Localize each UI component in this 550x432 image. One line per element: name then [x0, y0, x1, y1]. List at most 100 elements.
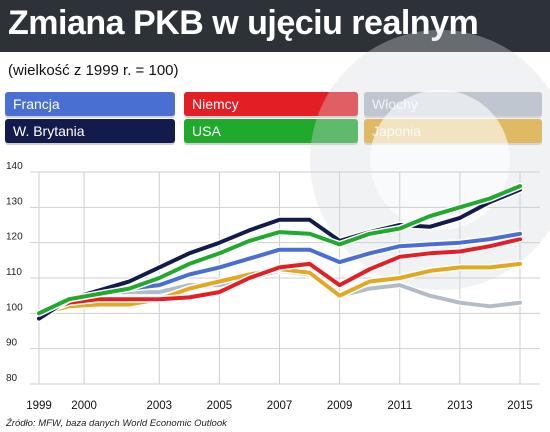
y-tick-label: 130	[6, 196, 23, 207]
data-point	[518, 184, 522, 188]
data-point	[398, 255, 402, 259]
data-point	[518, 262, 522, 266]
data-point	[187, 287, 191, 291]
data-point	[338, 283, 342, 287]
data-point	[277, 218, 282, 222]
x-tick-label: 1999	[26, 400, 52, 412]
data-point	[157, 283, 161, 287]
data-point	[217, 241, 221, 245]
data-point	[37, 317, 41, 321]
data-point	[247, 256, 252, 261]
data-point	[488, 304, 492, 308]
chart-subtitle: (wielkość z 1999 r. = 100)	[8, 62, 179, 79]
data-point	[127, 297, 131, 301]
data-point	[217, 251, 221, 255]
data-point	[368, 251, 372, 255]
data-point	[187, 251, 191, 255]
data-point	[217, 279, 221, 284]
data-point	[127, 279, 131, 284]
data-point	[307, 248, 312, 252]
data-point	[307, 232, 312, 236]
data-point	[307, 262, 312, 266]
data-point	[338, 294, 342, 298]
x-tick-label: 2000	[71, 400, 97, 412]
data-point	[157, 276, 161, 280]
data-point	[157, 265, 161, 269]
x-tick-label: 2003	[146, 400, 172, 412]
data-point	[127, 287, 131, 291]
data-point	[398, 276, 402, 280]
data-point	[398, 283, 402, 287]
data-point	[127, 302, 131, 307]
data-point	[368, 287, 372, 291]
title-bar: Zmiana PKB w ujęciu realnym	[0, 0, 550, 52]
data-point	[428, 269, 432, 273]
data-point	[217, 290, 221, 294]
data-point	[398, 226, 402, 231]
data-point	[488, 244, 492, 248]
page-title: Zmiana PKB w ujęciu realnym	[8, 4, 479, 42]
data-point	[428, 214, 432, 218]
data-point	[428, 242, 432, 247]
legend-item-w-brytania: W. Brytania	[5, 119, 175, 143]
data-point	[368, 279, 372, 284]
data-point	[488, 265, 492, 269]
data-point	[428, 294, 432, 298]
data-point	[97, 297, 101, 301]
data-point	[518, 237, 522, 241]
background-watermark-inner	[370, 90, 510, 230]
y-tick-label: 80	[6, 373, 18, 384]
x-tick-label: 2009	[327, 400, 353, 412]
data-point	[247, 239, 252, 243]
data-point	[307, 271, 312, 275]
legend-item-francja: Francja	[5, 92, 175, 116]
y-tick-label: 100	[6, 302, 23, 313]
x-tick-label: 2005	[207, 400, 233, 412]
x-tick-label: 2007	[267, 400, 293, 412]
data-point	[157, 290, 161, 294]
data-point	[368, 267, 372, 271]
data-point	[458, 249, 462, 254]
y-tick-label: 110	[6, 267, 22, 278]
series-w-brytania	[35, 186, 524, 323]
y-tick-label: 90	[6, 338, 18, 349]
data-point	[277, 248, 282, 252]
y-tick-label: 140	[6, 161, 23, 172]
data-point	[217, 265, 221, 269]
data-point	[247, 276, 252, 280]
legend-item-usa: USA	[184, 119, 358, 143]
data-point	[338, 242, 342, 247]
data-point	[488, 196, 492, 201]
data-point	[97, 292, 101, 296]
data-point	[247, 228, 252, 232]
data-point	[458, 301, 462, 305]
data-point	[37, 311, 41, 315]
data-point	[338, 260, 342, 264]
data-point	[187, 262, 191, 266]
data-point	[368, 232, 372, 236]
series-niemcy	[35, 235, 524, 317]
data-point	[187, 295, 191, 300]
data-point	[428, 225, 432, 229]
series-usa	[35, 182, 524, 317]
data-point	[277, 230, 282, 234]
data-point	[398, 244, 402, 248]
data-point	[518, 232, 522, 236]
x-tick-label: 2013	[447, 400, 473, 412]
data-point	[277, 265, 282, 269]
data-point	[67, 297, 71, 301]
data-point	[157, 297, 161, 301]
x-tick-label: 2011	[387, 400, 412, 412]
x-tick-label: 2015	[507, 400, 533, 412]
data-point	[458, 216, 462, 220]
data-point	[187, 272, 191, 277]
data-point	[458, 265, 462, 269]
y-tick-label: 120	[6, 232, 23, 243]
data-point	[428, 251, 432, 255]
data-point	[307, 218, 312, 222]
data-point	[458, 205, 462, 209]
data-point	[97, 302, 101, 307]
source-note: Źródło: MFW, baza danych World Economic …	[6, 418, 227, 429]
data-point	[458, 241, 462, 245]
